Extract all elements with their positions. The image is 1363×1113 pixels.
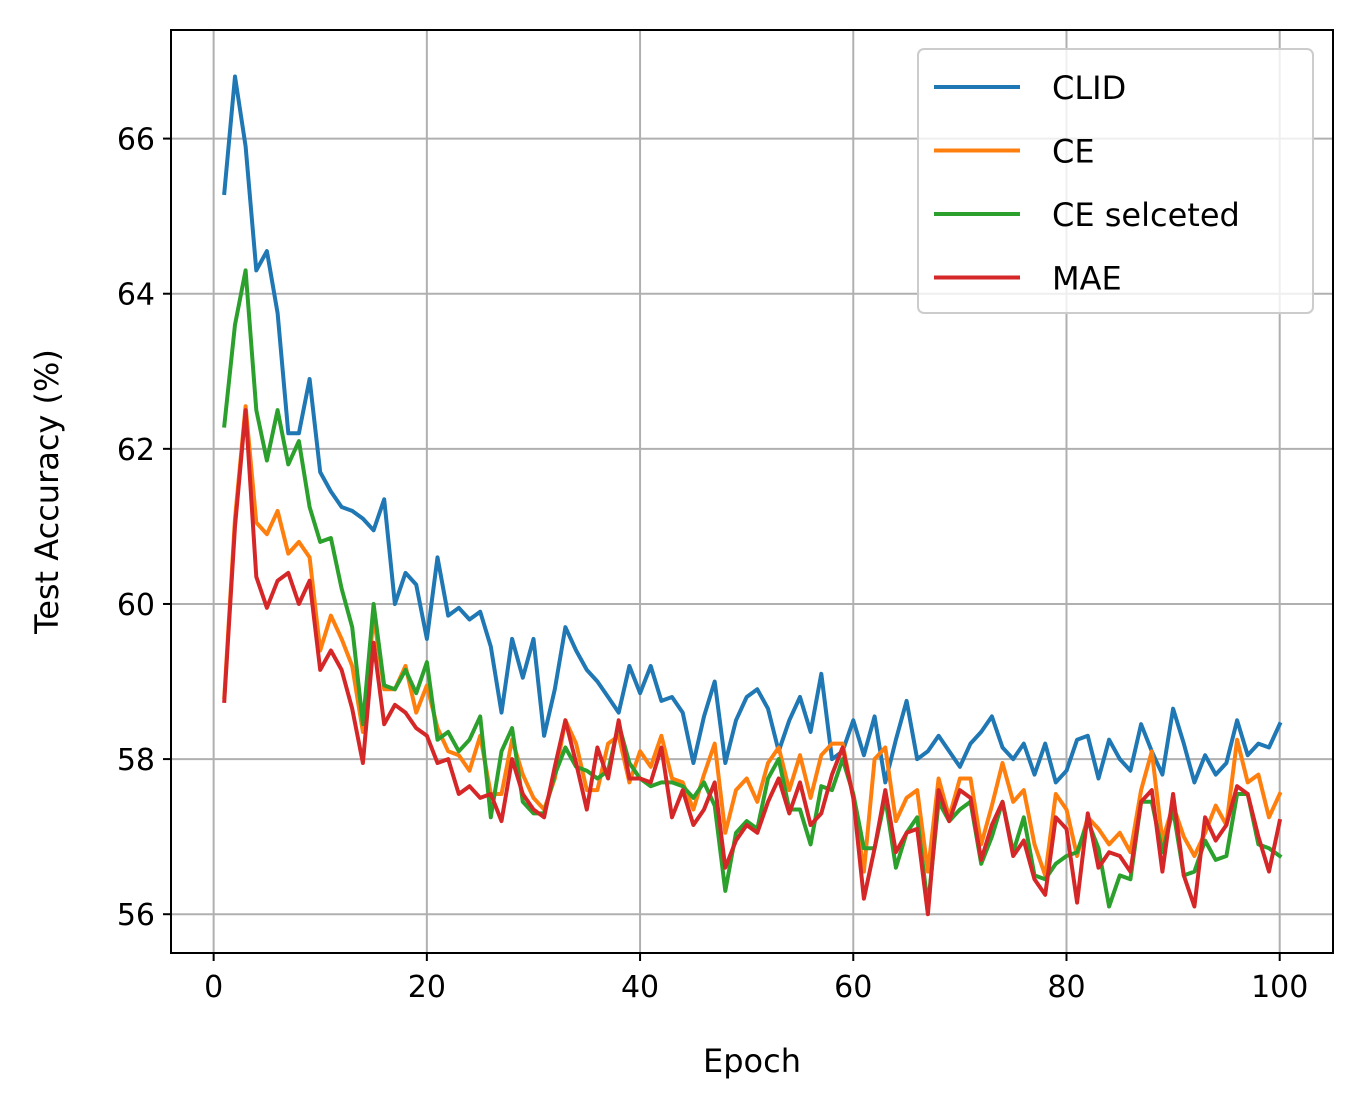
legend: CLID CE CE selceted MAE bbox=[917, 48, 1314, 314]
series-line-ce-selceted bbox=[222, 268, 1283, 909]
x-axis-label: Epoch bbox=[703, 1042, 801, 1080]
y-tick-label: 66 bbox=[117, 123, 155, 158]
y-tick-label: 64 bbox=[117, 278, 155, 313]
legend-label: CLID bbox=[1052, 69, 1126, 107]
series-line-clid bbox=[222, 74, 1283, 785]
x-tick-label: 40 bbox=[621, 970, 659, 1005]
y-axis: 56 58 60 62 64 66 bbox=[117, 123, 171, 933]
x-tick-label: 60 bbox=[834, 970, 872, 1005]
legend-label: CE selceted bbox=[1052, 196, 1240, 234]
series-lines bbox=[222, 74, 1283, 917]
legend-label: CE bbox=[1052, 133, 1095, 171]
y-axis-label: Test Accuracy (%) bbox=[28, 349, 66, 635]
legend-label: MAE bbox=[1052, 260, 1122, 298]
y-tick-label: 62 bbox=[117, 433, 155, 468]
x-tick-label: 100 bbox=[1251, 970, 1308, 1005]
y-tick-label: 60 bbox=[117, 588, 155, 623]
series-line-mae bbox=[222, 408, 1283, 917]
legend-box bbox=[917, 48, 1314, 314]
x-tick-label: 20 bbox=[408, 970, 446, 1005]
x-tick-label: 80 bbox=[1047, 970, 1085, 1005]
plot-area-frame bbox=[170, 29, 1334, 954]
x-tick-label: 0 bbox=[204, 970, 223, 1005]
y-tick-label: 58 bbox=[117, 743, 155, 778]
x-axis: 0 20 40 60 80 100 bbox=[204, 953, 1308, 1005]
y-tick-label: 56 bbox=[117, 898, 155, 933]
